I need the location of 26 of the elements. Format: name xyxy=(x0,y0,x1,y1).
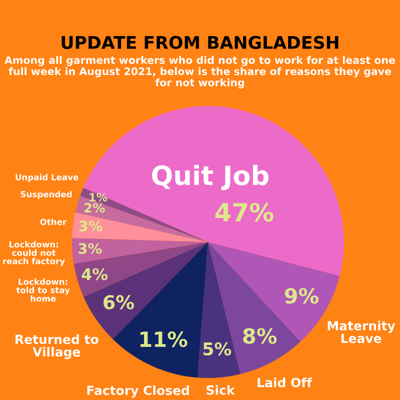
slice-label: Laid Off xyxy=(258,378,312,388)
slice-label: Quit Job xyxy=(152,164,268,190)
chart-subtitle: Among all garment workers who did not go to work for at least one full week in August 2021, below is the share of reasons they gave for not working xyxy=(4,56,396,88)
data-label: 11% xyxy=(140,331,188,348)
slice-label: Other xyxy=(40,218,67,226)
data-label: 4% xyxy=(82,268,108,280)
slice-label: Lockdown: could not reach factory xyxy=(3,241,65,266)
slice-label: Lockdown: told to stay home xyxy=(16,278,70,302)
slice-label: Sick xyxy=(206,385,235,395)
slice-label: Returned to Village xyxy=(16,334,98,360)
slice-label: Unpaid Leave xyxy=(16,174,78,182)
data-label: 5% xyxy=(203,342,232,356)
data-label: 47% xyxy=(215,202,274,222)
data-label: 6% xyxy=(104,295,134,310)
pie-slice xyxy=(72,212,208,242)
data-label: 9% xyxy=(284,288,319,304)
slice-label: Factory Closed xyxy=(87,385,189,398)
slice-label: Suspended xyxy=(20,190,72,199)
data-label: 2% xyxy=(84,202,105,213)
chart-title: UPDATE FROM BANGLADESH xyxy=(62,36,338,50)
data-label: 3% xyxy=(79,220,102,232)
slice-label: Maternity Leave xyxy=(328,320,396,344)
data-label: 1% xyxy=(90,193,108,202)
pie-slice xyxy=(198,242,240,378)
data-label: 8% xyxy=(243,328,277,344)
data-label: 3% xyxy=(78,243,102,254)
